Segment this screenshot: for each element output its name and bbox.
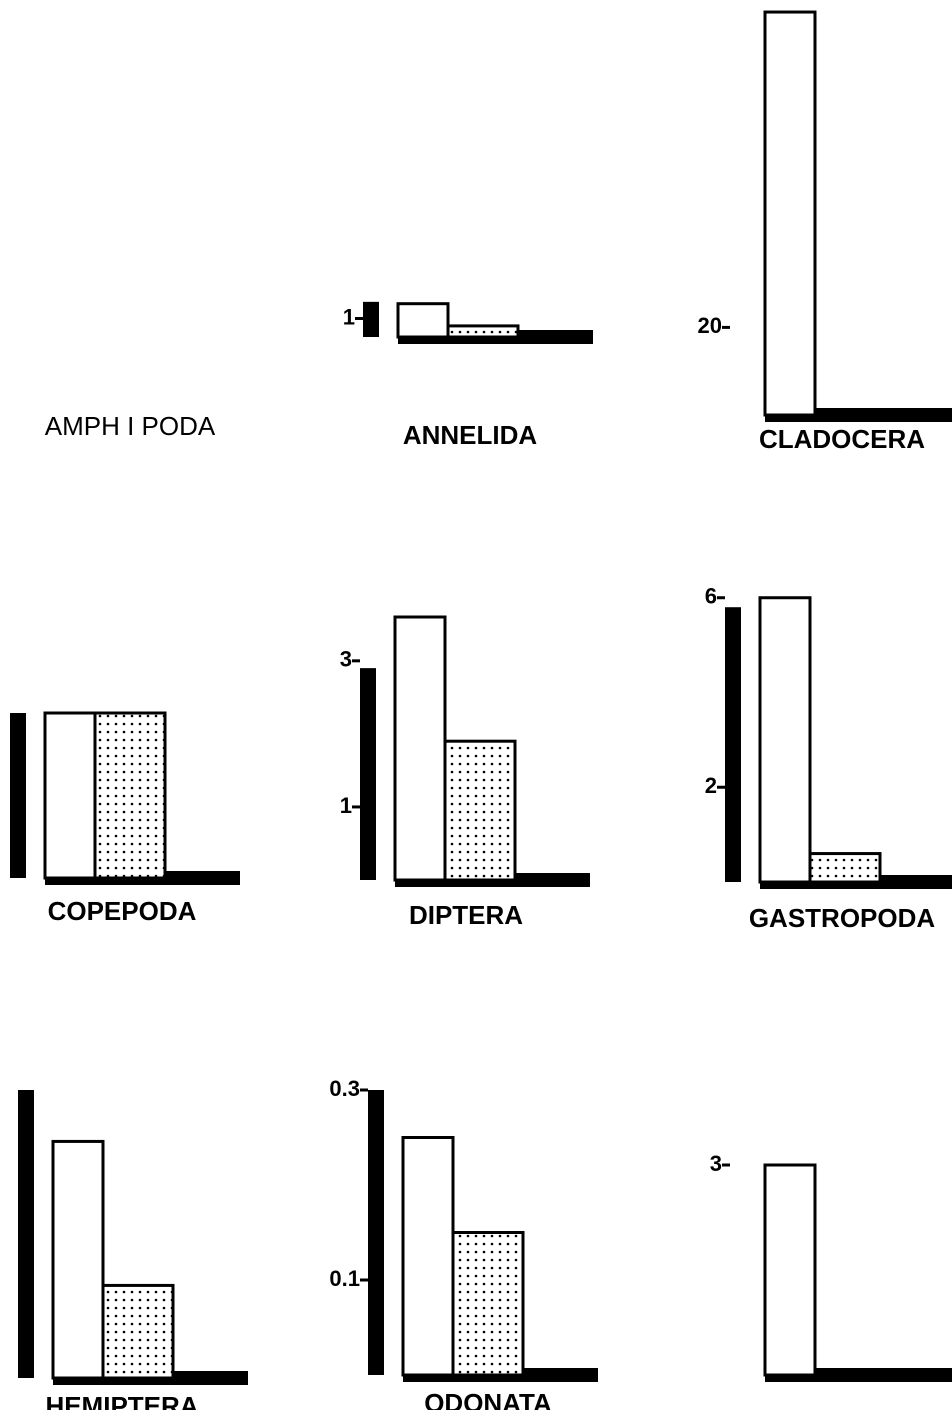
bar [368,1090,384,1375]
bar [396,302,450,339]
y-tick-label: 0.1 [329,1266,360,1291]
bar [93,711,167,880]
bar [10,713,26,878]
bar [401,1136,455,1377]
bar [393,615,447,882]
y-tick-label: 0.3 [329,1076,360,1101]
bar [43,711,97,880]
y-tick-label: 2 [705,773,717,798]
bar [363,301,379,337]
panel-title: AMPH I PODA [45,411,216,441]
panel-title: COPEPODA [48,896,197,926]
bar [446,324,520,339]
panel-title: HEMIPTERA [45,1391,198,1410]
bar [360,668,376,880]
bar [51,1139,105,1380]
y-tick-label: 1 [343,304,355,329]
bar [101,1283,175,1380]
bar [758,596,812,884]
y-tick-label: 3 [340,647,352,672]
y-tick-label: 6 [705,584,717,609]
panel-title: GASTROPODA [749,903,936,933]
panel-title: ODONATA [424,1388,552,1410]
bar [763,10,817,417]
bar [18,1090,34,1378]
bar [725,607,741,882]
bar [443,739,517,882]
y-tick-label: 20 [698,313,722,338]
panel-title: CLADOCERA [759,424,925,454]
y-tick-label: 1 [340,793,352,818]
bar [451,1231,525,1377]
bar [808,852,882,884]
panel-title: ANNELIDA [403,420,538,450]
y-tick-label: 3 [710,1151,722,1176]
bar [763,1163,817,1377]
panel-title: DIPTERA [409,900,523,930]
